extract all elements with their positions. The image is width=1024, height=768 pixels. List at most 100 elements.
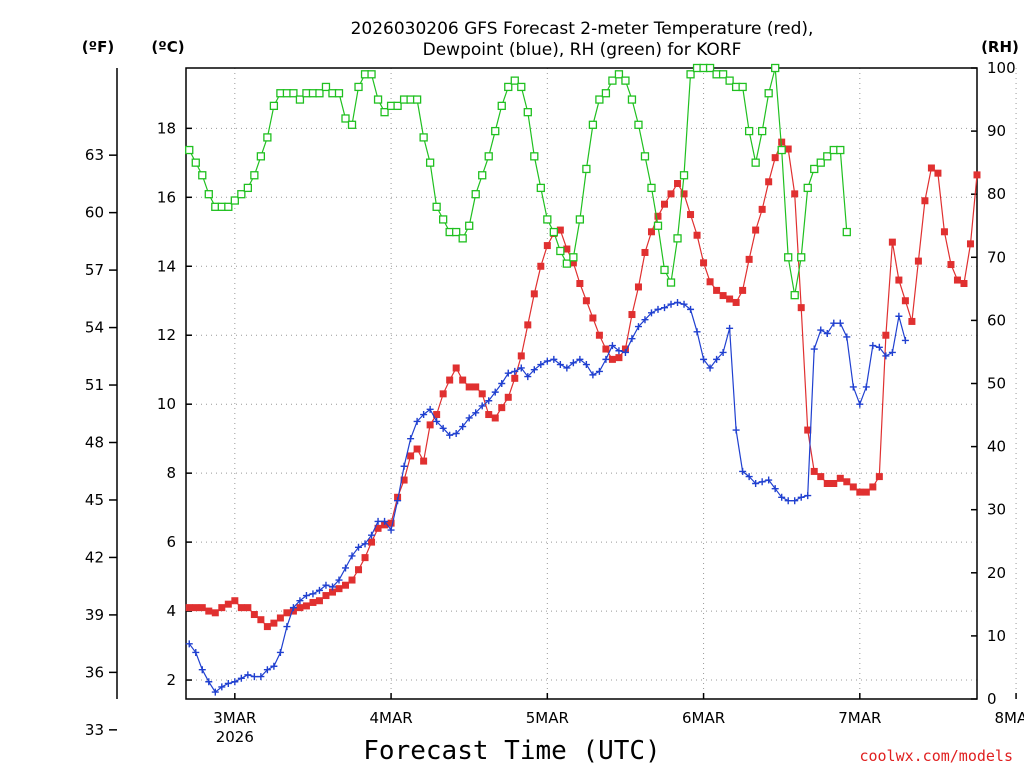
dewpoint-point	[843, 333, 850, 340]
celsius-tick-label: 12	[157, 326, 176, 344]
dewpoint-point	[726, 325, 733, 332]
fahrenheit-tick-label: 48	[85, 434, 104, 452]
temperature-point	[811, 468, 818, 475]
temperature-point	[407, 452, 414, 459]
dewpoint-point	[225, 680, 232, 687]
temperature-point	[726, 296, 733, 303]
temperature-point	[322, 592, 329, 599]
dewpoint-point	[342, 564, 349, 571]
fahrenheit-tick-label: 63	[85, 146, 104, 164]
relative-humidity-point	[368, 71, 375, 78]
temperature-point	[609, 356, 616, 363]
dewpoint-point	[811, 346, 818, 353]
temperature-point	[850, 483, 857, 490]
chart-title-line2: Dewpoint (blue), RH (green) for KORF	[423, 40, 742, 60]
relative-humidity-point	[492, 128, 499, 135]
temperature-point	[824, 480, 831, 487]
relative-humidity-point	[583, 165, 590, 172]
temperature-point	[602, 346, 609, 353]
rh-tick-label: 40	[987, 438, 1006, 456]
relative-humidity-point	[589, 121, 596, 128]
dewpoint-point	[661, 304, 668, 311]
temperature-point	[342, 582, 349, 589]
temperature-point	[212, 609, 219, 616]
dewpoint-point	[654, 306, 661, 313]
temperature-point	[772, 154, 779, 161]
temperature-point	[303, 602, 310, 609]
relative-humidity-point	[791, 292, 798, 299]
dewpoint-point	[824, 330, 831, 337]
celsius-tick-label: 10	[157, 395, 176, 413]
fahrenheit-tick-label: 54	[85, 319, 104, 337]
temperature-point	[713, 287, 720, 294]
relative-humidity-point	[804, 184, 811, 191]
temperature-point	[941, 228, 948, 235]
temperature-point	[218, 604, 225, 611]
relative-humidity-point	[498, 102, 505, 109]
temperature-point	[674, 180, 681, 187]
temperature-point	[505, 394, 512, 401]
dewpoint-point	[505, 370, 512, 377]
temperature-point	[928, 164, 935, 171]
temperature-point	[720, 292, 727, 299]
relative-humidity-point	[759, 128, 766, 135]
relative-humidity-point	[752, 159, 759, 166]
relative-humidity-point	[661, 266, 668, 273]
relative-humidity-point	[440, 216, 447, 223]
fahrenheit-unit-label: (ºF)	[82, 38, 114, 56]
dewpoint-point	[694, 328, 701, 335]
relative-humidity-point	[648, 184, 655, 191]
relative-humidity-point	[557, 247, 564, 254]
x-tick-label: 6MAR	[682, 709, 725, 727]
dewpoint-point	[628, 335, 635, 342]
dewpoint-point	[375, 518, 382, 525]
relative-humidity-point	[420, 134, 427, 141]
fahrenheit-ticks: 3336394245485154576063	[85, 146, 117, 739]
celsius-tick-label: 16	[157, 188, 176, 206]
rh-tick-label: 80	[987, 185, 1006, 203]
dewpoint-point	[798, 494, 805, 501]
temperature-point	[238, 604, 245, 611]
relative-humidity-point	[531, 153, 538, 160]
temperature-point	[511, 375, 518, 382]
fahrenheit-tick-label: 51	[85, 376, 104, 394]
dewpoint-point	[791, 497, 798, 504]
celsius-tick-label: 6	[166, 533, 176, 551]
temperature-point	[316, 597, 323, 604]
relative-humidity-point	[466, 222, 473, 229]
temperature-point	[446, 377, 453, 384]
x-tick-label: 7MAR	[838, 709, 881, 727]
temperature-point	[244, 604, 251, 611]
temperature-point	[628, 311, 635, 318]
relative-humidity-point	[765, 90, 772, 97]
temperature-point	[251, 611, 258, 618]
temperature-point	[856, 489, 863, 496]
temperature-point	[518, 352, 525, 359]
x-tick-label: 8MAR	[994, 709, 1024, 727]
temperature-point	[231, 597, 238, 604]
dewpoint-point	[674, 299, 681, 306]
temperature-point	[349, 577, 356, 584]
celsius-tick-label: 8	[166, 464, 176, 482]
relative-humidity-point	[570, 254, 577, 261]
temperature-point	[472, 383, 479, 390]
temperature-point	[459, 377, 466, 384]
celsius-unit-label: (ºC)	[151, 38, 184, 56]
relative-humidity-point	[746, 128, 753, 135]
temperature-point	[205, 608, 212, 615]
credit-link[interactable]: coolwx.com/models	[859, 747, 1013, 765]
relative-humidity-point	[537, 184, 544, 191]
chart: 3336394245485154576063 24681012141618 01…	[0, 0, 1024, 768]
temperature-point	[225, 601, 232, 608]
relative-humidity-point	[641, 153, 648, 160]
dewpoint-point	[850, 383, 857, 390]
temperature-point	[739, 287, 746, 294]
temperature-point	[817, 473, 824, 480]
celsius-tick-label: 18	[157, 119, 176, 137]
fahrenheit-tick-label: 36	[85, 663, 104, 681]
dewpoint-point	[205, 678, 212, 685]
temperature-point	[537, 263, 544, 270]
relative-humidity-point	[674, 235, 681, 242]
relative-humidity-point	[524, 109, 531, 116]
fahrenheit-tick-label: 57	[85, 261, 104, 279]
